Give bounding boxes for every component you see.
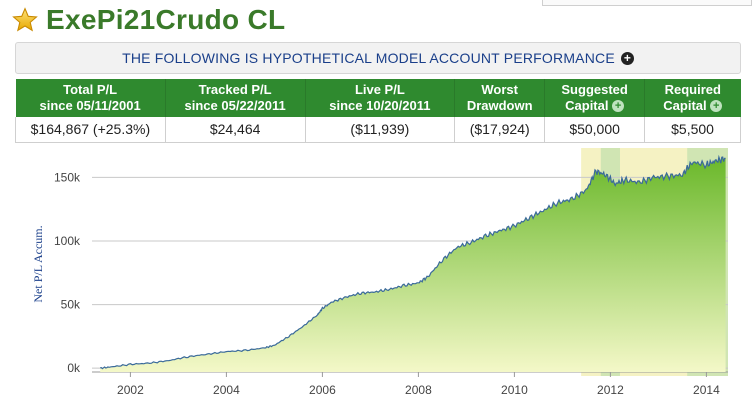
header-suggested-capital: Suggested Capital + xyxy=(544,79,646,117)
expand-plus-icon[interactable]: + xyxy=(620,51,634,65)
header-sublabel: Capital xyxy=(663,98,707,113)
pl-chart[interactable]: 0k 50k 100k 150k 2002 2004 2006 2008 2010 2012 20… xyxy=(0,148,756,415)
y-tick-label: 100k xyxy=(54,234,81,248)
suggested-capital-info-icon[interactable]: + xyxy=(612,100,625,112)
value-live-pl: ($11,939) xyxy=(304,117,456,143)
header-label: Suggested xyxy=(561,82,628,97)
value-worst-drawdown: ($17,924) xyxy=(454,117,546,143)
required-capital-info-icon[interactable]: + xyxy=(710,100,723,112)
header-label: Total P/L xyxy=(63,82,118,97)
value-suggested-capital: $50,000 xyxy=(544,117,646,143)
header-label: Required xyxy=(664,82,721,97)
header-required-capital: Required Capital + xyxy=(644,79,741,117)
page-title: ExePi21Crudo CL xyxy=(46,4,286,35)
value-total-pl: $164,867 (+25.3%) xyxy=(15,117,166,143)
y-tick-label: 0k xyxy=(67,361,81,375)
x-tick-label: 2006 xyxy=(309,383,336,397)
title-row: ExePi21Crudo CL xyxy=(12,2,285,38)
y-tick-label: 150k xyxy=(54,170,81,184)
header-label: Worst xyxy=(481,82,518,97)
header-sublabel: since 05/11/2001 xyxy=(39,98,141,113)
y-tick-label: 50k xyxy=(61,298,81,312)
header-worst-drawdown: Worst Drawdown xyxy=(454,79,546,117)
header-sublabel: since 05/22/2011 xyxy=(184,98,286,113)
stats-header-row: Total P/L since 05/11/2001 Tracked P/L sin… xyxy=(15,79,741,117)
pl-series-line xyxy=(100,154,726,370)
x-tick-label: 2014 xyxy=(693,383,720,397)
pl-chart-svg[interactable]: 0k 50k 100k 150k 2002 2004 2006 2008 2010 2012 20… xyxy=(0,148,756,415)
value-required-capital: $5,500 xyxy=(644,117,741,143)
top-right-widget xyxy=(542,0,752,6)
performance-banner[interactable]: THE FOLLOWING IS HYPOTHETICAL MODEL ACCO… xyxy=(15,42,741,74)
stats-table: Total P/L since 05/11/2001 Tracked P/L sin… xyxy=(15,79,741,143)
header-total-pl: Total P/L since 05/11/2001 xyxy=(15,79,166,117)
pl-area-fill xyxy=(100,157,726,372)
x-tick-label: 2010 xyxy=(501,383,528,397)
header-label: Tracked P/L xyxy=(198,82,272,97)
favorite-star-icon[interactable] xyxy=(12,7,38,33)
x-tick-label: 2012 xyxy=(597,383,624,397)
x-tick-label: 2002 xyxy=(117,383,144,397)
x-tick-label: 2004 xyxy=(213,383,240,397)
header-sublabel: since 10/20/2011 xyxy=(329,98,431,113)
stats-value-row: $164,867 (+25.3%) $24,464 ($11,939) ($17… xyxy=(15,117,741,143)
header-live-pl: Live P/L since 10/20/2011 xyxy=(305,79,456,117)
banner-text: THE FOLLOWING IS HYPOTHETICAL MODEL ACCO… xyxy=(122,50,615,66)
x-tick-label: 2008 xyxy=(405,383,432,397)
y-axis-label: Net P/L Accum. xyxy=(31,225,45,302)
header-label: Live P/L xyxy=(354,82,405,97)
header-sublabel: Drawdown xyxy=(466,98,533,113)
value-tracked-pl: $24,464 xyxy=(164,117,306,143)
header-tracked-pl: Tracked P/L since 05/22/2011 xyxy=(165,79,306,117)
header-sublabel: Capital xyxy=(565,98,609,113)
